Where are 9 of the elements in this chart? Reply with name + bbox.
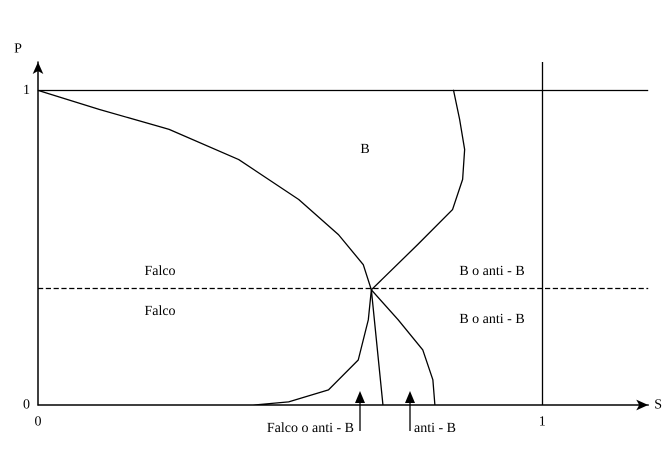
text: Falco o anti - B <box>266 421 354 436</box>
annotation: B <box>360 142 370 158</box>
text: anti - B <box>414 421 456 436</box>
annotation: B o anti - B <box>459 264 525 280</box>
annotation: Falco <box>144 264 176 280</box>
x-axis-title: S <box>654 398 662 412</box>
annotation: Falco <box>144 304 176 320</box>
annotation: B o anti - B <box>459 312 525 328</box>
y-axis-title: P <box>14 42 22 56</box>
